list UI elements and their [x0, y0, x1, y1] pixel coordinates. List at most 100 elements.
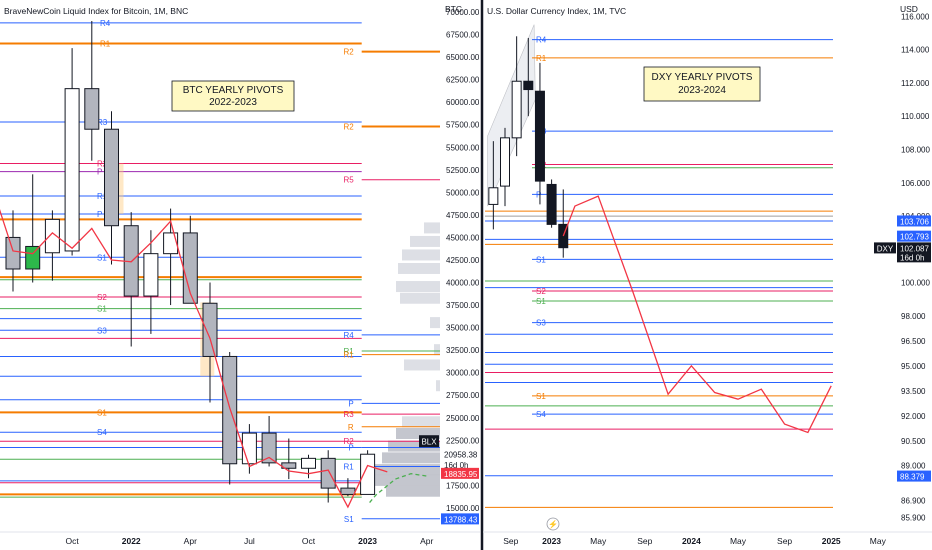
pivot-level-label: S4: [536, 410, 546, 419]
pivot-level-label: P: [348, 444, 353, 453]
btc-annotation-line-2: 2022-2023: [209, 97, 257, 108]
volume-profile-bar: [410, 235, 440, 247]
btc-volume-profile: [368, 222, 440, 497]
lightning-icon: [546, 517, 560, 531]
price-tag-text: 16d 0h: [900, 253, 924, 262]
dxy-annotation-box: [643, 66, 761, 102]
volume-profile-bar: [402, 416, 440, 428]
dxy-y-tick-label: 106.000: [901, 179, 930, 188]
btc-projection-line: [0, 208, 388, 509]
btc-x-tick-label: Apr: [184, 536, 197, 546]
pivot-level-label: R1: [536, 54, 547, 63]
candle-body: [546, 183, 557, 225]
dxy-annotation-line-1: DXY YEARLY PIVOTS: [652, 72, 753, 83]
candle-body: [222, 355, 238, 465]
dxy-y-tick-label: 98.000: [901, 312, 926, 321]
dxy-y-tick-label: 92.000: [901, 412, 926, 421]
dxy-y-tick-label: 112.000: [901, 79, 930, 88]
dxy-y-tick-label: 93.500: [901, 387, 926, 396]
pivot-level-label: S1: [536, 392, 546, 401]
btc-x-tick-label: Apr: [420, 536, 433, 546]
volume-profile-bar: [396, 428, 440, 440]
dxy-x-tick-label: Sep: [503, 536, 518, 546]
btc-y-tick-label: 45000.00: [446, 233, 480, 242]
price-tag-text: 102.087: [900, 244, 929, 253]
candle-body: [320, 457, 336, 489]
volume-profile-bar: [400, 292, 440, 304]
btc-y-tick-label: 22500.00: [446, 436, 480, 445]
candle-body: [143, 253, 159, 297]
price-tag-text: 18835.95: [444, 470, 478, 479]
price-tag-bg: [897, 251, 931, 263]
pivot-level-label: S3: [97, 326, 107, 335]
dxy-x-tick-label: 2025: [822, 536, 841, 546]
dxy-x-axis: Sep 2023 May Sep 2024 May Sep 2025 May: [483, 531, 932, 546]
btc-x-tick-label: 2023: [358, 536, 377, 546]
pivot-level-label: S1: [97, 253, 107, 262]
pivot-level-label: S1: [536, 255, 546, 264]
pivot-level-label: P: [536, 190, 541, 199]
btc-y-tick-label: 37500.00: [446, 301, 480, 310]
candle-body: [44, 218, 60, 254]
price-tag-bg: [897, 470, 931, 482]
pivot-level-label: R2: [97, 159, 108, 168]
btc-y-tick-label: 35000.00: [446, 324, 480, 333]
candle-body: [5, 236, 21, 270]
pivot-level-label: R2: [343, 123, 354, 132]
dxy-y-tick-label: 116.000: [901, 12, 930, 21]
candle-body: [241, 432, 257, 465]
volume-profile-bar: [434, 344, 440, 356]
dxy-y-tick-label: 96.500: [901, 337, 926, 346]
candle-body: [360, 453, 376, 495]
dxy-x-tick-label: Sep: [777, 536, 792, 546]
candle-body: [511, 80, 522, 139]
pivot-level-label: S1: [97, 408, 107, 417]
btc-y-tick-label: 50000.00: [446, 188, 480, 197]
dxy-pane: R4R1R3R2PPS1S2S1S3S1S4DXY YEARLY PIVOTS2…: [480, 0, 932, 550]
candle-body: [488, 187, 499, 205]
dxy-annotation-line-2: 2023-2024: [678, 85, 726, 96]
price-tag-text: 103.706: [900, 217, 929, 226]
volume-profile-bar: [402, 249, 440, 261]
btc-candles: [5, 21, 376, 503]
price-tag-bg: [441, 467, 479, 479]
price-tag-bg: [441, 459, 479, 471]
dxy-y-tick-label: 110.000: [901, 112, 930, 121]
candle-body: [64, 88, 80, 252]
dxy-x-tick-label: Sep: [637, 536, 652, 546]
volume-profile-bar: [386, 485, 440, 497]
pivot-level-label: R: [348, 423, 354, 432]
btc-y-tick-label: 42500.00: [446, 256, 480, 265]
price-tag-text: 16d 0h: [444, 461, 468, 470]
btc-y-tick-label: 40000.00: [446, 279, 480, 288]
btc-y-tick-label: 57500.00: [446, 121, 480, 130]
btc-y-tick-label: 70000.00: [446, 8, 480, 17]
dxy-y-tick-label: 85.900: [901, 513, 926, 522]
btc-y-tick-label: 55000.00: [446, 143, 480, 152]
lightning-icon-glyph: ⚡: [548, 519, 558, 529]
candle-body: [340, 487, 356, 495]
volume-profile-bar: [424, 222, 440, 234]
candle-body: [163, 232, 179, 255]
dxy-y-tick-label: 114.000: [901, 46, 930, 55]
pivot-level-label: R2: [343, 437, 354, 446]
btc-y-tick-label: 67500.00: [446, 31, 480, 40]
price-tag-bg: [897, 242, 931, 254]
volume-profile-bar: [430, 317, 440, 329]
btc-x-tick-label: Oct: [65, 536, 79, 546]
candle-body: [500, 137, 510, 187]
volume-profile-bar: [436, 380, 440, 392]
pivot-level-label: S2: [536, 287, 546, 296]
pivot-level-label: R1: [97, 192, 108, 201]
price-tag-bg: [874, 242, 896, 254]
candle-body: [301, 457, 316, 469]
pivot-level-label: R4: [536, 36, 547, 45]
volume-profile-bar: [368, 474, 440, 486]
pivot-level-label: R1: [343, 351, 354, 360]
btc-annotation-box: [171, 80, 295, 112]
candle-body: [84, 88, 100, 130]
